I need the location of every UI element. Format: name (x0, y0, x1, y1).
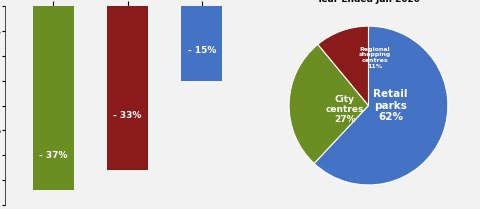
Text: - 15%: - 15% (188, 46, 216, 55)
Wedge shape (314, 26, 448, 185)
Title: Participation of Retail Sales
Year Ended Jan 2020: Participation of Retail Sales Year Ended… (298, 0, 440, 4)
Bar (107, 6, 148, 170)
Text: - 37%: - 37% (39, 151, 67, 160)
Text: City
centres
27%: City centres 27% (325, 95, 364, 124)
Wedge shape (289, 44, 369, 163)
Bar (181, 6, 222, 81)
Text: Regional
shopping
centres
11%: Regional shopping centres 11% (359, 47, 391, 69)
Bar (33, 6, 73, 190)
Text: - 33%: - 33% (113, 111, 142, 120)
Wedge shape (318, 26, 369, 106)
Text: Retail
parks
62%: Retail parks 62% (373, 89, 408, 122)
